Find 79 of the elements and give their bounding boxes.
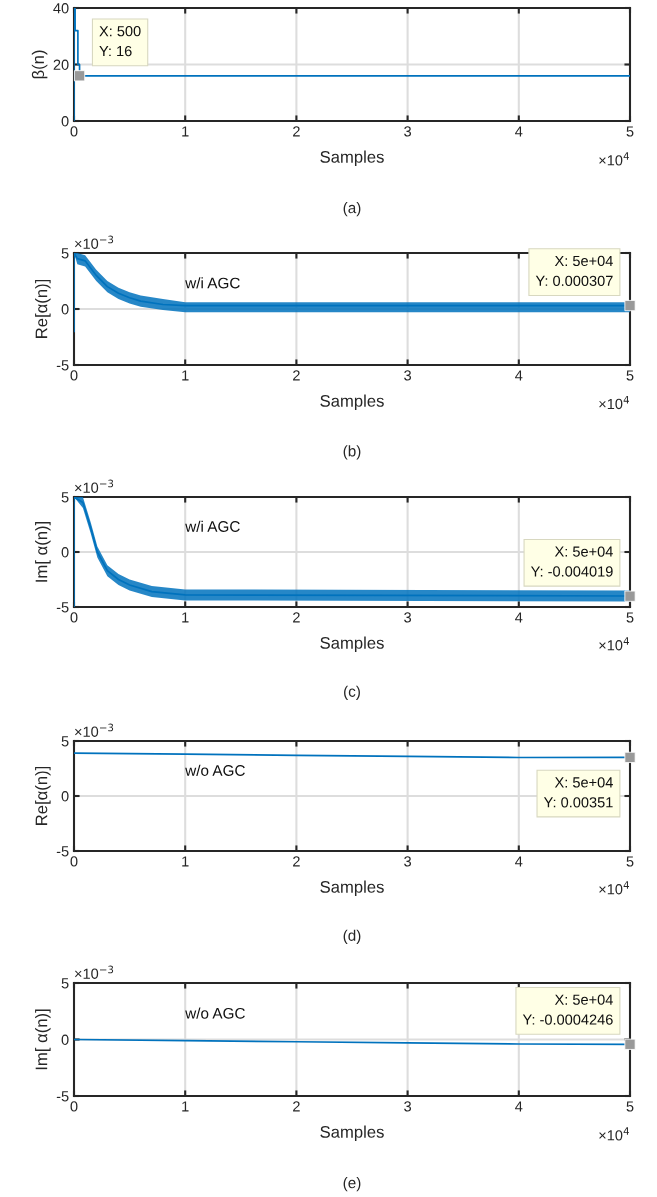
annotation: w/i AGC [185,520,240,532]
x-axis-title: Samples [320,394,384,411]
y-axis-title: Im[ α(n)] [35,1009,51,1070]
y-tick-label: 40 [53,3,69,14]
text: (b) [343,445,361,460]
text: (a) [343,202,361,217]
y-tick-label: 0 [61,304,69,315]
x-tick-label: 1 [182,126,189,137]
x-axis-title: Samples [320,636,384,653]
x-tick-label: 5 [626,370,634,381]
x-tick-label: 3 [404,1101,412,1112]
x-tick-label: 4 [515,370,523,381]
annotation: X: 5e+04 Y: 0.000307 [535,255,613,287]
annotation: X: 5e+04 Y: -0.0004246 [522,994,613,1025]
y-tick-label: 5 [61,248,69,259]
text: ×10$^{−3}$ [75,723,114,737]
text: (d) [343,929,361,944]
text: ×10$^{−3}$ [75,479,114,493]
text: (e) [343,1177,361,1192]
x-tick-label: 4 [515,856,523,867]
annotation: X: 5e+04 Y: -0.004019 [530,546,613,577]
x-tick-label: 0 [70,612,78,623]
text: ×10$^{−3}$ [75,965,114,979]
y-tick-label: 20 [53,59,69,70]
x-tick-label: 0 [70,1101,78,1112]
text: ×10$^{−3}$ [75,235,114,249]
y-tick-label: 5 [61,492,69,503]
annotation: w/o AGC [185,764,245,776]
x-tick-label: 5 [626,126,634,137]
x-tick-label: 0 [70,856,78,867]
x-tick-label: 3 [404,612,412,623]
y-axis-title: β(n) [31,50,48,79]
x-tick-label: 2 [293,612,300,623]
y-tick-label: 5 [61,978,69,989]
x-tick-label: 5 [626,1101,634,1112]
x-tick-label: 2 [293,856,300,867]
y-tick-label: 0 [61,547,69,558]
x-tick-label: 3 [404,856,412,867]
x-tick-label: 4 [515,1101,523,1112]
y-tick-label: 0 [61,791,69,802]
line-series [74,8,630,121]
text: (c) [344,685,360,700]
text: ×10$^{4}$ [599,1127,630,1141]
y-tick-label: -5 [56,360,69,371]
x-tick-label: 1 [182,612,189,623]
y-tick-label: -5 [56,846,69,857]
y-axis-title: Re[α(n)] [35,766,51,825]
x-tick-label: 1 [182,856,189,867]
text: ×10$^{4}$ [599,637,630,651]
x-axis-title: Samples [320,880,384,897]
x-tick-label: 2 [293,126,300,137]
x-tick-label: 2 [293,370,300,381]
annotation: X: 500 Y: 16 [99,25,141,57]
y-tick-label: 0 [61,116,69,127]
x-tick-label: 4 [515,612,523,623]
y-axis-title: Im[ α(n)] [35,521,51,582]
x-axis-title: Samples [320,150,384,167]
x-tick-label: 5 [626,856,634,867]
x-tick-label: 0 [70,126,78,137]
x-axis-title: Samples [320,1125,384,1142]
text: ×10$^{4}$ [599,395,630,410]
y-axis-title: Re[α(n)] [35,279,51,338]
text: ×10$^{4}$ [599,152,630,166]
y-tick-label: 5 [61,736,69,747]
y-tick-label: -5 [56,1091,69,1102]
annotation: w/o AGC [185,1007,245,1019]
y-tick-label: 0 [61,1034,69,1045]
x-tick-label: 4 [515,126,523,137]
x-tick-label: 1 [182,1101,189,1112]
x-tick-label: 2 [293,1101,300,1112]
x-tick-label: 3 [404,126,412,137]
annotation: w/i AGC [185,277,240,289]
text: ×10$^{4}$ [599,881,630,895]
x-tick-label: 5 [626,612,634,623]
x-tick-label: 1 [182,370,189,381]
x-tick-label: 0 [70,370,78,381]
x-tick-label: 3 [404,370,412,381]
y-tick-label: -5 [56,602,69,613]
annotation: X: 5e+04 Y: 0.00351 [543,777,613,808]
